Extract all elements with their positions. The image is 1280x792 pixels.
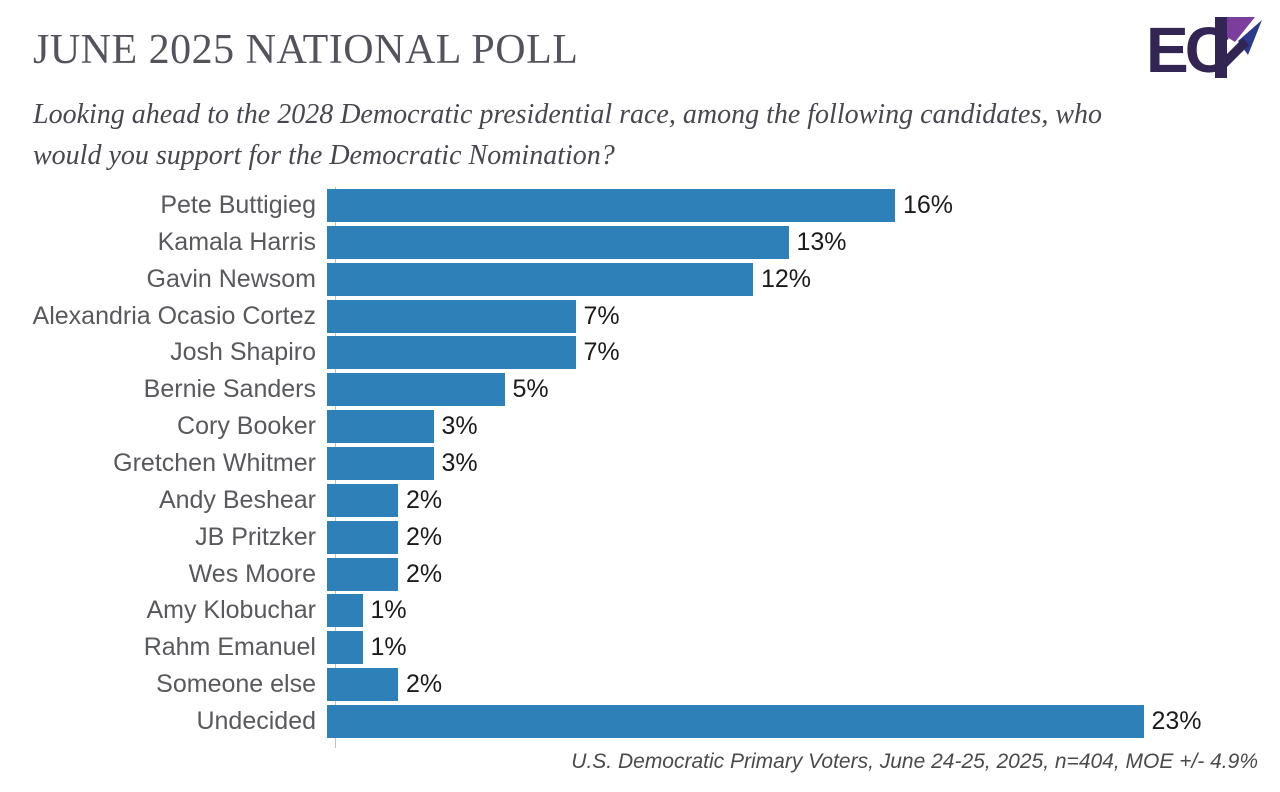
category-label: Someone else xyxy=(156,670,316,699)
value-label: 2% xyxy=(406,559,443,588)
value-label: 3% xyxy=(441,448,478,477)
bar xyxy=(327,631,363,665)
bar-track: 2% xyxy=(326,666,1280,703)
category-label: Alexandria Ocasio Cortez xyxy=(32,301,316,330)
chart-row: Someone else 2% xyxy=(0,666,1280,703)
bar-track: 2% xyxy=(326,556,1280,593)
category-label: Gavin Newsom xyxy=(146,264,317,293)
page-title: JUNE 2025 NATIONAL POLL xyxy=(33,27,579,73)
bar xyxy=(327,188,895,222)
category-label: Gretchen Whitmer xyxy=(113,448,316,477)
chart-row: Pete Buttigieg 16% xyxy=(0,187,1280,224)
category-label: Cory Booker xyxy=(177,412,316,441)
bar xyxy=(327,704,1144,738)
value-label: 7% xyxy=(583,301,620,330)
category-label: Bernie Sanders xyxy=(143,375,316,404)
bar-track: 7% xyxy=(326,298,1280,335)
value-label: 2% xyxy=(406,485,443,514)
ecp-logo: EC xyxy=(1149,14,1262,81)
chart-row: Gretchen Whitmer 3% xyxy=(0,445,1280,482)
value-label: 5% xyxy=(512,375,549,404)
category-label: Pete Buttigieg xyxy=(160,190,316,219)
category-label: Josh Shapiro xyxy=(170,338,316,367)
bar xyxy=(327,446,434,480)
bar-track: 1% xyxy=(326,592,1280,629)
chart-row: Kamala Harris 13% xyxy=(0,224,1280,261)
bar xyxy=(327,557,398,591)
value-label: 16% xyxy=(903,190,954,219)
chart-rows: Pete Buttigieg 16% Kamala Harris 13% Gavin N… xyxy=(0,187,1280,747)
bar-track: 13% xyxy=(326,224,1280,261)
category-label: JB Pritzker xyxy=(195,522,316,551)
bar xyxy=(327,520,398,554)
category-label: Kamala Harris xyxy=(157,227,316,256)
bar-track: 2% xyxy=(326,519,1280,556)
chart-row: Wes Moore 2% xyxy=(0,556,1280,593)
value-label: 12% xyxy=(761,264,812,293)
chart-source: U.S. Democratic Primary Voters, June 24-… xyxy=(571,750,1258,773)
poll-question-line-2: would you support for the Democratic Nom… xyxy=(33,140,615,171)
value-label: 23% xyxy=(1151,706,1202,735)
value-label: 1% xyxy=(370,596,407,625)
chart-row: Josh Shapiro 7% xyxy=(0,334,1280,371)
bar xyxy=(327,225,789,259)
chart-row: Alexandria Ocasio Cortez 7% xyxy=(0,298,1280,335)
poll-question-line-1: Looking ahead to the 2028 Democratic pre… xyxy=(33,99,1103,130)
bar xyxy=(327,299,576,333)
chart-row: Bernie Sanders 5% xyxy=(0,371,1280,408)
bar-track: 2% xyxy=(326,482,1280,519)
bar-track: 23% xyxy=(326,703,1280,740)
bar-track: 3% xyxy=(326,445,1280,482)
chart-row: Rahm Emanuel 1% xyxy=(0,629,1280,666)
bar-track: 3% xyxy=(326,408,1280,445)
category-label: Andy Beshear xyxy=(158,485,316,514)
value-label: 1% xyxy=(370,633,407,662)
bar-track: 12% xyxy=(326,261,1280,298)
poll-question: Looking ahead to the 2028 Democratic pre… xyxy=(33,94,1102,176)
bar-track: 1% xyxy=(326,629,1280,666)
value-label: 2% xyxy=(406,670,443,699)
bar-track: 16% xyxy=(326,187,1280,224)
value-label: 13% xyxy=(796,227,847,256)
bar-track: 5% xyxy=(326,371,1280,408)
chart-row: Andy Beshear 2% xyxy=(0,482,1280,519)
bar xyxy=(327,262,753,296)
category-label: Undecided xyxy=(196,706,316,735)
chart-row: JB Pritzker 2% xyxy=(0,519,1280,556)
bar xyxy=(327,594,363,628)
chart-row: Amy Klobuchar 1% xyxy=(0,592,1280,629)
value-label: 3% xyxy=(441,412,478,441)
chart-row: Cory Booker 3% xyxy=(0,408,1280,445)
category-label: Wes Moore xyxy=(188,559,316,588)
category-label: Rahm Emanuel xyxy=(143,633,316,662)
bar-track: 7% xyxy=(326,334,1280,371)
bar xyxy=(327,373,505,407)
chart-row: Undecided 23% xyxy=(0,703,1280,740)
bar xyxy=(327,336,576,370)
value-label: 2% xyxy=(406,522,443,551)
bar xyxy=(327,483,398,517)
bar-chart: Pete Buttigieg 16% Kamala Harris 13% Gavin N… xyxy=(0,187,1280,748)
value-label: 7% xyxy=(583,338,620,367)
category-label: Amy Klobuchar xyxy=(146,596,316,625)
bar xyxy=(327,410,434,444)
bar xyxy=(327,668,398,702)
chart-row: Gavin Newsom 12% xyxy=(0,261,1280,298)
